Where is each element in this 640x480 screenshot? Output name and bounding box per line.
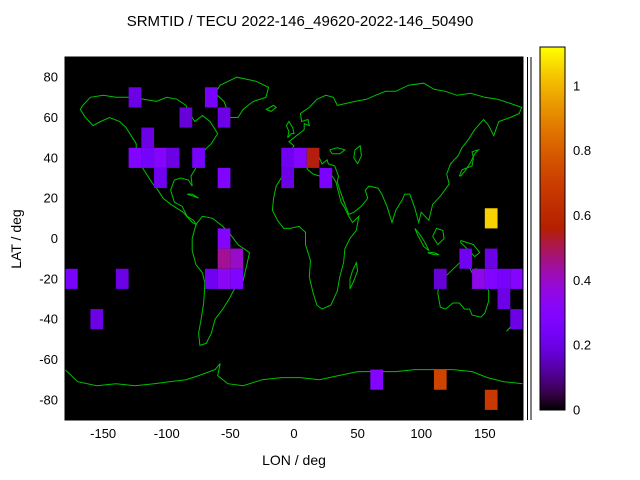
coastlines xyxy=(65,76,523,387)
y-tick-label: 80 xyxy=(44,70,58,85)
heatmap-cell xyxy=(433,369,447,390)
x-axis-label: LON / deg xyxy=(262,452,326,468)
plot-background xyxy=(65,57,523,420)
colorbar-border xyxy=(539,46,566,411)
y-tick-label: -80 xyxy=(39,392,58,407)
x-tick-label: -150 xyxy=(90,426,116,441)
coastline-path xyxy=(285,120,295,139)
heatmap-cell xyxy=(484,389,498,410)
colorbar-tick-label: 0.6 xyxy=(573,208,591,223)
heatmap-cell xyxy=(319,167,333,189)
heatmap-cell xyxy=(154,167,167,189)
heatmap-cell xyxy=(230,268,244,289)
heatmap-cell xyxy=(166,147,180,168)
colorbar-tick-label: 0.8 xyxy=(573,143,591,158)
heatmap-cell xyxy=(154,147,167,168)
coastline-path xyxy=(349,261,359,290)
coastline-path xyxy=(214,76,270,118)
colorbar-tick-label: 0 xyxy=(573,403,580,418)
coastline-path xyxy=(427,252,440,256)
heatmap-cell xyxy=(115,268,129,289)
heatmap-cell xyxy=(217,268,231,289)
heatmap-cell xyxy=(497,288,511,310)
heatmap-cells xyxy=(65,87,523,410)
x-tick-label: -100 xyxy=(154,426,180,441)
coastline-path xyxy=(460,240,481,258)
coastline-path xyxy=(329,147,347,155)
heatmap-cell xyxy=(192,147,205,168)
coastline-path xyxy=(432,227,445,246)
y-tick-label: -20 xyxy=(39,271,58,286)
x-tick-label: 0 xyxy=(290,426,297,441)
heatmap-cell xyxy=(179,107,193,128)
heatmap-cell xyxy=(128,87,142,108)
coastline-path xyxy=(414,228,430,251)
heatmap-cell xyxy=(141,127,155,148)
heatmap-cell xyxy=(370,369,384,390)
colorbar-gradient xyxy=(540,47,565,410)
coastline-path xyxy=(186,193,199,199)
heatmap-cell xyxy=(230,248,244,269)
heatmap-cell xyxy=(433,268,447,289)
y-tick-label: 20 xyxy=(44,191,58,206)
y-tick-label: 60 xyxy=(44,110,58,125)
heatmap-cell xyxy=(217,248,231,269)
heatmap-cell xyxy=(217,167,231,189)
heatmap-cell xyxy=(204,268,218,289)
x-tick-label: 150 xyxy=(474,426,496,441)
heatmap-cell xyxy=(484,208,498,229)
x-tick-label: 100 xyxy=(410,426,432,441)
heatmap-cell xyxy=(217,107,231,128)
coastline-path xyxy=(79,94,219,226)
plot-border xyxy=(64,56,524,421)
colorbar-tick-label: 1 xyxy=(573,78,580,93)
y-tick-label: 40 xyxy=(44,150,58,165)
coastline-path xyxy=(282,82,523,225)
heatmap-cell xyxy=(484,268,498,289)
heatmap-cell xyxy=(484,248,498,269)
y-tick-label: 0 xyxy=(51,231,58,246)
heatmap-cell xyxy=(281,167,294,189)
heatmap-cell xyxy=(128,147,142,168)
heatmap-cell xyxy=(141,147,155,168)
colorbar-tick-label: 0.2 xyxy=(573,338,591,353)
x-tick-label: 50 xyxy=(350,426,364,441)
heatmap-cell xyxy=(65,268,78,289)
heatmap-cell xyxy=(217,228,231,249)
coastline-path xyxy=(265,104,278,112)
heatmap-cell xyxy=(459,248,473,269)
heatmap-cell xyxy=(294,147,307,168)
coastline-path xyxy=(353,144,362,165)
y-tick-label: -60 xyxy=(39,352,58,367)
heatmap-cell xyxy=(510,309,523,330)
coastline-path xyxy=(191,215,251,347)
heatmap-cell xyxy=(497,268,511,289)
heatmap-cell xyxy=(204,87,218,108)
heatmap-cell xyxy=(281,147,294,168)
colorbar-tick-label: 0.4 xyxy=(573,273,591,288)
y-tick-label: -40 xyxy=(39,312,58,327)
heatmap-cell xyxy=(306,147,320,168)
heatmap-cell xyxy=(472,268,485,289)
x-tick-label: -50 xyxy=(221,426,240,441)
coastline-path xyxy=(458,148,481,177)
heatmap-cell xyxy=(90,309,104,330)
chart-title: SRMTID / TECU 2022-146_49620-2022-146_50… xyxy=(126,13,474,30)
heatmap-cell xyxy=(510,268,523,289)
